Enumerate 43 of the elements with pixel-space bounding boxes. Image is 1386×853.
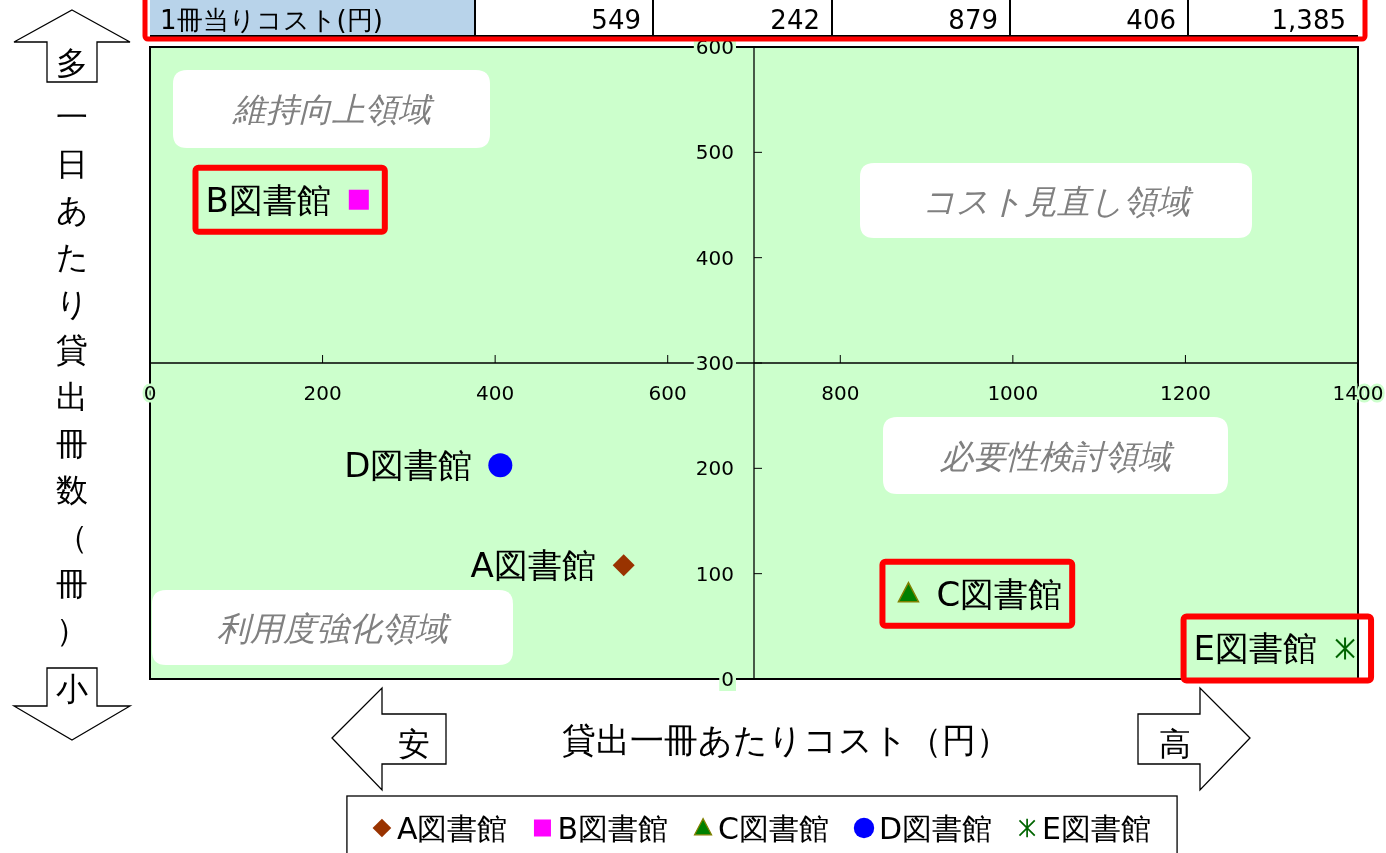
text: 879 bbox=[948, 5, 998, 35]
text: 242 bbox=[770, 5, 820, 35]
text: 1冊当りコスト(円) bbox=[160, 5, 383, 35]
text: 1,385 bbox=[1271, 5, 1346, 35]
legend-label: D図書館 bbox=[879, 811, 993, 846]
text: 一日あたり貸出冊数（冊） bbox=[55, 98, 89, 650]
y-tick-label: 0 bbox=[721, 667, 734, 691]
annotation: 利用度強化領域 bbox=[217, 608, 452, 648]
y-tick-label: 400 bbox=[695, 245, 734, 270]
legend-label: A図書館 bbox=[396, 811, 508, 846]
text: 多 bbox=[56, 44, 88, 82]
y-tick-label: 200 bbox=[695, 456, 734, 481]
x-tick-label: 600 bbox=[648, 381, 687, 405]
text: 小 bbox=[56, 670, 88, 708]
legend-label: E図書館 bbox=[1042, 811, 1152, 846]
x-axis-title: 貸出一冊あたりコスト（円） bbox=[562, 720, 1010, 760]
x-tick-label: 1200 bbox=[1159, 381, 1211, 405]
text: 高 bbox=[1159, 725, 1191, 763]
point bbox=[897, 581, 920, 603]
y-tick-label: 500 bbox=[695, 140, 734, 165]
text: 安 bbox=[398, 725, 430, 763]
y-tick-label: 100 bbox=[695, 561, 734, 586]
annotation: 必要性検討領域 bbox=[940, 436, 1175, 476]
point bbox=[488, 453, 513, 478]
text: B図書館 bbox=[205, 179, 331, 220]
text: C図書館 bbox=[936, 573, 1063, 614]
point bbox=[612, 554, 635, 577]
text: A図書館 bbox=[470, 545, 596, 586]
text: E図書館 bbox=[1193, 628, 1318, 669]
legend-label: B図書館 bbox=[557, 811, 669, 846]
point bbox=[348, 189, 369, 210]
y-tick-label: 300 bbox=[695, 351, 734, 375]
annotation: コスト見直し領域 bbox=[922, 181, 1194, 221]
legend-label: C図書館 bbox=[718, 811, 829, 846]
annotation: 維持向上領域 bbox=[231, 90, 435, 129]
x-tick-label: 400 bbox=[476, 381, 515, 405]
text: 406 bbox=[1126, 5, 1176, 35]
x-tick-label: 800 bbox=[821, 381, 860, 405]
point bbox=[1335, 638, 1356, 659]
x-tick-label: 1000 bbox=[987, 381, 1039, 405]
text: 549 bbox=[591, 5, 641, 35]
text: D図書館 bbox=[344, 445, 473, 486]
x-tick-label: 200 bbox=[303, 381, 342, 405]
